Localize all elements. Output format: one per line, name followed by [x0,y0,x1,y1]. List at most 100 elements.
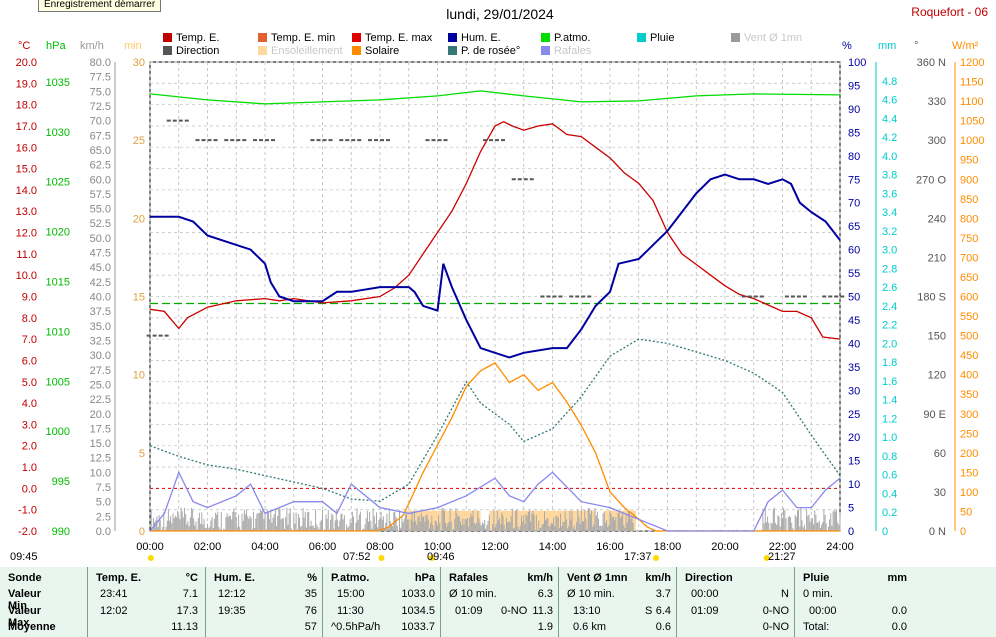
gust-avg: 1.9 [537,621,553,633]
unit-mm: mm [878,40,897,52]
time-marker [428,555,435,561]
legend-item[interactable]: P.atmo. [541,32,591,44]
y-tick-direction: 240 [928,213,946,225]
stats-unit: km/h [527,572,553,584]
chart-title: lundi, 29/01/2024 [446,6,554,22]
legend-label: P.atmo. [554,32,591,44]
y-tick-solar: 0 [960,526,966,538]
y-tick-direction: 60 [934,448,946,460]
legend-item[interactable]: Rafales [541,45,591,57]
gust-r1: 6.3 [537,588,553,600]
y-tick-solar: 400 [960,370,978,382]
y-tick-wind: 47.5 [90,248,111,260]
row-label-min: Valeur Min [8,588,42,612]
stats-unit: km/h [645,572,671,584]
y-tick-solar: 1150 [960,77,984,89]
y-tick-solar: 900 [960,174,978,186]
y-tick-humidity: 50 [848,292,860,304]
y-tick-humidity: 45 [848,315,860,327]
y-tick-humidity: 5 [848,503,854,515]
y-tick-wind: 45.0 [90,262,111,274]
weather-chart: 00:00 02:00 04:00 06:00 08:00 10:00 12:00 14:00… [16,57,984,561]
y-tick-humidity: 85 [848,127,860,139]
y-tick-temp: 4.0 [22,398,37,410]
legend-item[interactable]: P. de rosée° [448,45,520,57]
legend-item[interactable]: Ensoleillement [258,45,343,57]
legend-swatch [352,33,361,42]
y-tick-wind: 15.0 [90,438,111,450]
row-label-max: Valeur Max [8,605,42,629]
y-tick-humidity: 95 [848,80,860,92]
x-tick-label: 14:00 [539,541,567,553]
y-tick-wind: 55.0 [90,204,111,216]
y-tick-wind: 40.0 [90,292,111,304]
legend-item[interactable]: Solaire [352,45,399,57]
rain-r2-time: 00:00 [809,605,837,617]
y-tick-humidity: 55 [848,268,860,280]
y-tick-temp: 18.0 [16,100,37,112]
y-tick-pressure: 1030 [46,127,70,139]
marker-left-time: 09:45 [10,551,38,563]
y-tick-solar: 750 [960,233,978,245]
y-tick-sun: 20 [133,213,145,225]
legend-label: Temp. E. min [271,32,336,44]
y-tick-solar: 700 [960,252,978,264]
y-tick-wind: 67.5 [90,130,111,142]
y-tick-humidity: 60 [848,245,860,257]
stats-header: Sonde [8,572,42,584]
legend-item[interactable]: Temp. E. min [258,32,335,44]
y-tick-direction: 180 S [917,292,946,304]
legend-swatch [163,33,172,42]
y-tick-solar: 1200 [960,57,984,69]
y-tick-temp: 17.0 [16,121,37,133]
y-tick-wind: 2.5 [96,511,111,523]
y-tick-rain: 3.0 [882,245,897,257]
y-tick-pressure: 1020 [46,227,70,239]
y-tick-wind: 42.5 [90,277,111,289]
series-rafales [149,470,841,532]
y-tick-temp: 9.0 [22,292,37,304]
marker-noon: 09:46 [427,551,455,563]
y-tick-temp: 8.0 [22,313,37,325]
y-tick-humidity: 15 [848,456,860,468]
wind-avg: 0.6 [655,621,671,633]
legend-item[interactable]: Hum. E. [448,32,501,44]
y-tick-wind: 62.5 [90,160,111,172]
x-tick-label: 06:00 [309,541,337,553]
y-tick-wind: 0.0 [96,526,111,538]
legend-item[interactable]: Pluie [637,32,674,44]
y-tick-wind: 17.5 [90,423,111,435]
legend-item[interactable]: Temp. E. [163,32,219,44]
record-button[interactable]: Enregistrement démarrer [38,0,162,12]
y-tick-pressure: 990 [52,526,70,538]
temp-min: 7.1 [182,588,198,600]
y-tick-solar: 250 [960,428,978,440]
stats-unit: hPa [414,572,435,584]
wind-r2-dir: S [645,605,653,617]
y-tick-temp: 15.0 [16,164,37,176]
stats-section-wind: Vent Ø 1mn km/h Ø 10 min. 3.7 13:10 S 6.… [558,567,677,637]
y-tick-rain: 4.4 [882,113,897,125]
y-tick-humidity: 40 [848,338,860,350]
y-tick-direction: 0 N [929,526,946,538]
marker-moon: 21:27 [768,551,796,563]
time-marker [378,555,385,561]
stats-header: Direction [685,572,733,584]
y-tick-pressure: 1025 [46,177,70,189]
y-tick-temp: 10.0 [16,270,37,282]
stats-header: Vent Ø 1mn [567,572,628,584]
legend-item[interactable]: Temp. E. max [352,32,432,44]
series-temp-e [149,120,841,340]
y-tick-sun: 10 [133,370,145,382]
legend-item[interactable]: Vent Ø 1mn [731,32,802,44]
legend-item[interactable]: Direction [163,45,219,57]
legend-swatch [448,46,457,55]
y-tick-wind: 25.0 [90,379,111,391]
y-tick-humidity: 90 [848,104,860,116]
y-tick-direction: 360 N [917,57,946,69]
wind-r1: 3.7 [655,588,671,600]
stats-unit: mm [887,572,907,584]
y-tick-rain: 2.6 [882,282,897,294]
x-tick-label: 08:00 [366,541,394,553]
legend-swatch [637,33,646,42]
